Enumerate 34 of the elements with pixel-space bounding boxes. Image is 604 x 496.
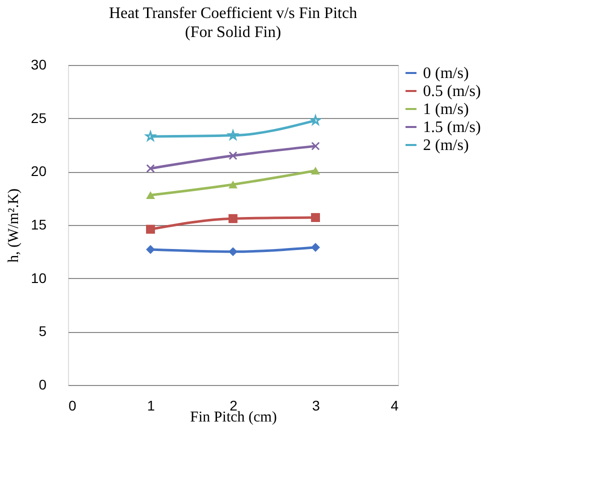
y-axis-title: h, (W/m².K) [6, 188, 22, 263]
point [146, 131, 156, 141]
y-tick-label: 25 [30, 110, 47, 126]
y-tick-label: 15 [30, 216, 47, 232]
point [311, 166, 320, 174]
point [311, 213, 320, 222]
legend-label: 0.5 (m/s) [423, 83, 481, 100]
legend-label: 2 (m/s) [423, 137, 469, 154]
x-tick-label: 1 [147, 398, 156, 414]
y-tick-label: 30 [30, 56, 47, 72]
point [228, 151, 238, 160]
point [228, 214, 238, 224]
x-tick-label: 3 [312, 398, 320, 414]
point [311, 242, 320, 252]
point [228, 180, 238, 188]
y-tick-label: 10 [30, 270, 47, 286]
chart-subtitle: (For Solid Fin) [184, 24, 282, 41]
point [311, 142, 320, 150]
legend-label: 1 (m/s) [423, 101, 469, 118]
point [146, 191, 155, 200]
legend-label: 0 (m/s) [423, 65, 469, 82]
legend-label: 1.5 (m/s) [423, 119, 481, 136]
y-tick-label: 5 [38, 323, 47, 340]
point [146, 245, 155, 254]
x-tick-label: 4 [390, 398, 399, 414]
point [228, 247, 238, 256]
point [146, 224, 155, 234]
chart-title: Heat Transfer Coefficient v/s Fin Pitch [108, 5, 358, 22]
y-tick-label: 0 [38, 376, 47, 392]
point [310, 115, 320, 125]
y-tick-label: 20 [30, 163, 47, 180]
point [146, 164, 155, 173]
x-tick-label: 0 [68, 398, 76, 414]
point [228, 130, 238, 140]
